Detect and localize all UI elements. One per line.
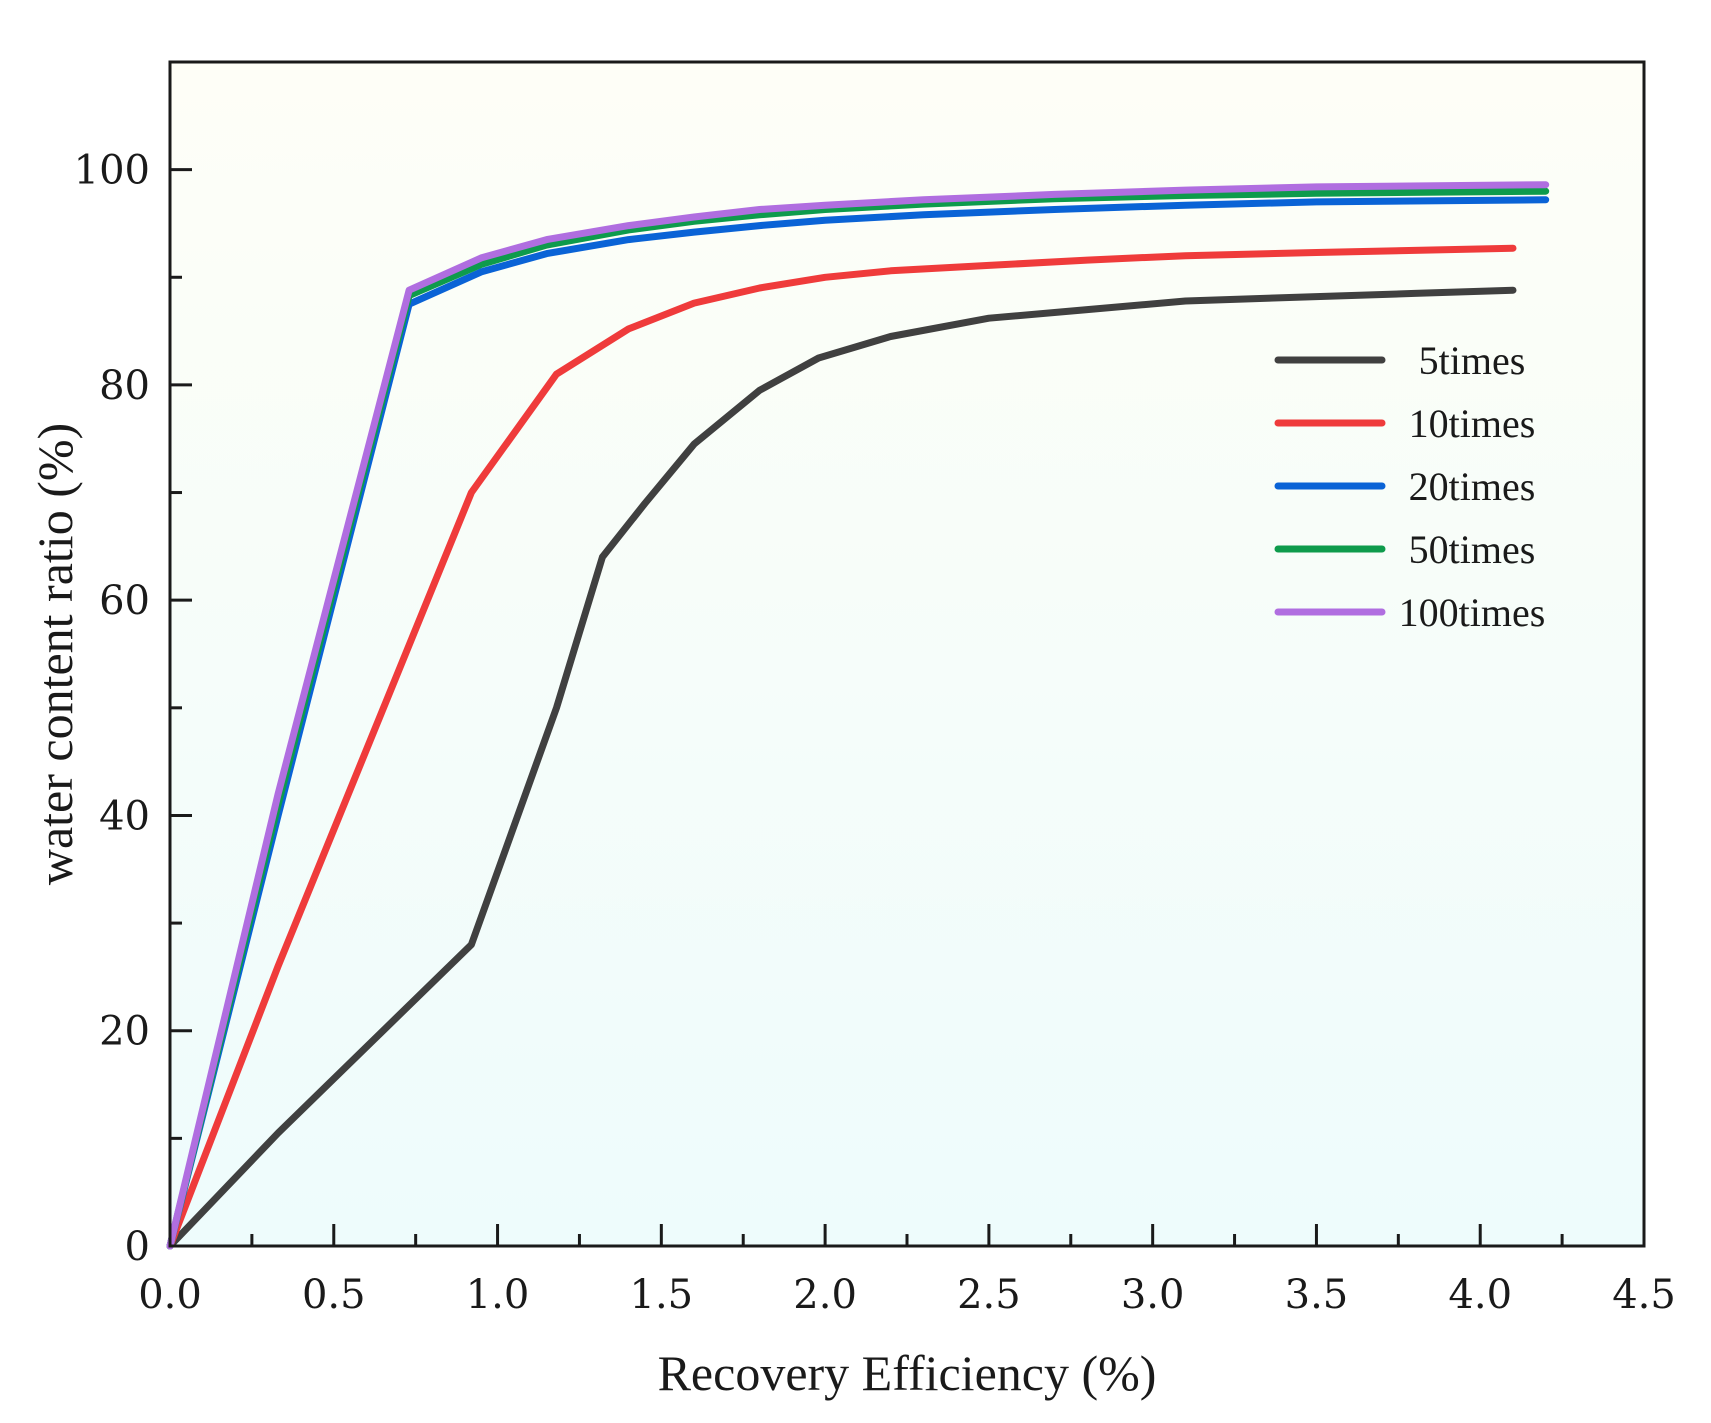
- y-tick-label: 60: [99, 578, 150, 624]
- x-tick-label: 0.0: [138, 1272, 202, 1318]
- x-axis-ticks: 0.0 0.5 1.0 1.5 2.0 2.5 3.0 3.5 4.0 4.5: [138, 1224, 1676, 1318]
- legend: 5times 10times 20times 50times 100times: [1274, 338, 1546, 635]
- plot-area-background: [170, 62, 1644, 1246]
- legend-label-5times: 5times: [1419, 338, 1526, 383]
- y-tick-label: 100: [74, 148, 150, 194]
- series-layer: [166, 181, 1550, 1250]
- x-tick-label: 2.0: [793, 1272, 857, 1318]
- x-tick-label: 0.5: [302, 1272, 366, 1318]
- y-tick-label: 0: [125, 1224, 150, 1270]
- series-line-5times: [166, 286, 1517, 1250]
- series-line-10times: [166, 244, 1517, 1250]
- y-tick-label: 40: [99, 793, 150, 839]
- y-axis-ticks: 0 20 40 60 80 100: [74, 148, 192, 1270]
- series-line-20times: [166, 196, 1550, 1250]
- x-tick-label: 3.0: [1121, 1272, 1185, 1318]
- y-tick-label: 80: [99, 363, 150, 409]
- x-tick-label: 1.5: [630, 1272, 694, 1318]
- x-tick-label: 4.0: [1448, 1272, 1512, 1318]
- x-tick-label: 3.5: [1285, 1272, 1349, 1318]
- series-line-100times: [166, 181, 1550, 1250]
- x-tick-label: 2.5: [957, 1272, 1021, 1318]
- legend-label-20times: 20times: [1409, 464, 1536, 509]
- y-axis-title: water content ratio (%): [27, 423, 83, 885]
- y-tick-label: 20: [99, 1009, 150, 1055]
- legend-label-100times: 100times: [1399, 590, 1546, 635]
- x-tick-label: 4.5: [1612, 1272, 1676, 1318]
- x-tick-label: 1.0: [466, 1272, 530, 1318]
- legend-label-10times: 10times: [1409, 401, 1536, 446]
- legend-label-50times: 50times: [1409, 527, 1536, 572]
- x-axis-title: Recovery Efficiency (%): [658, 1345, 1157, 1401]
- series-line-50times: [166, 187, 1550, 1250]
